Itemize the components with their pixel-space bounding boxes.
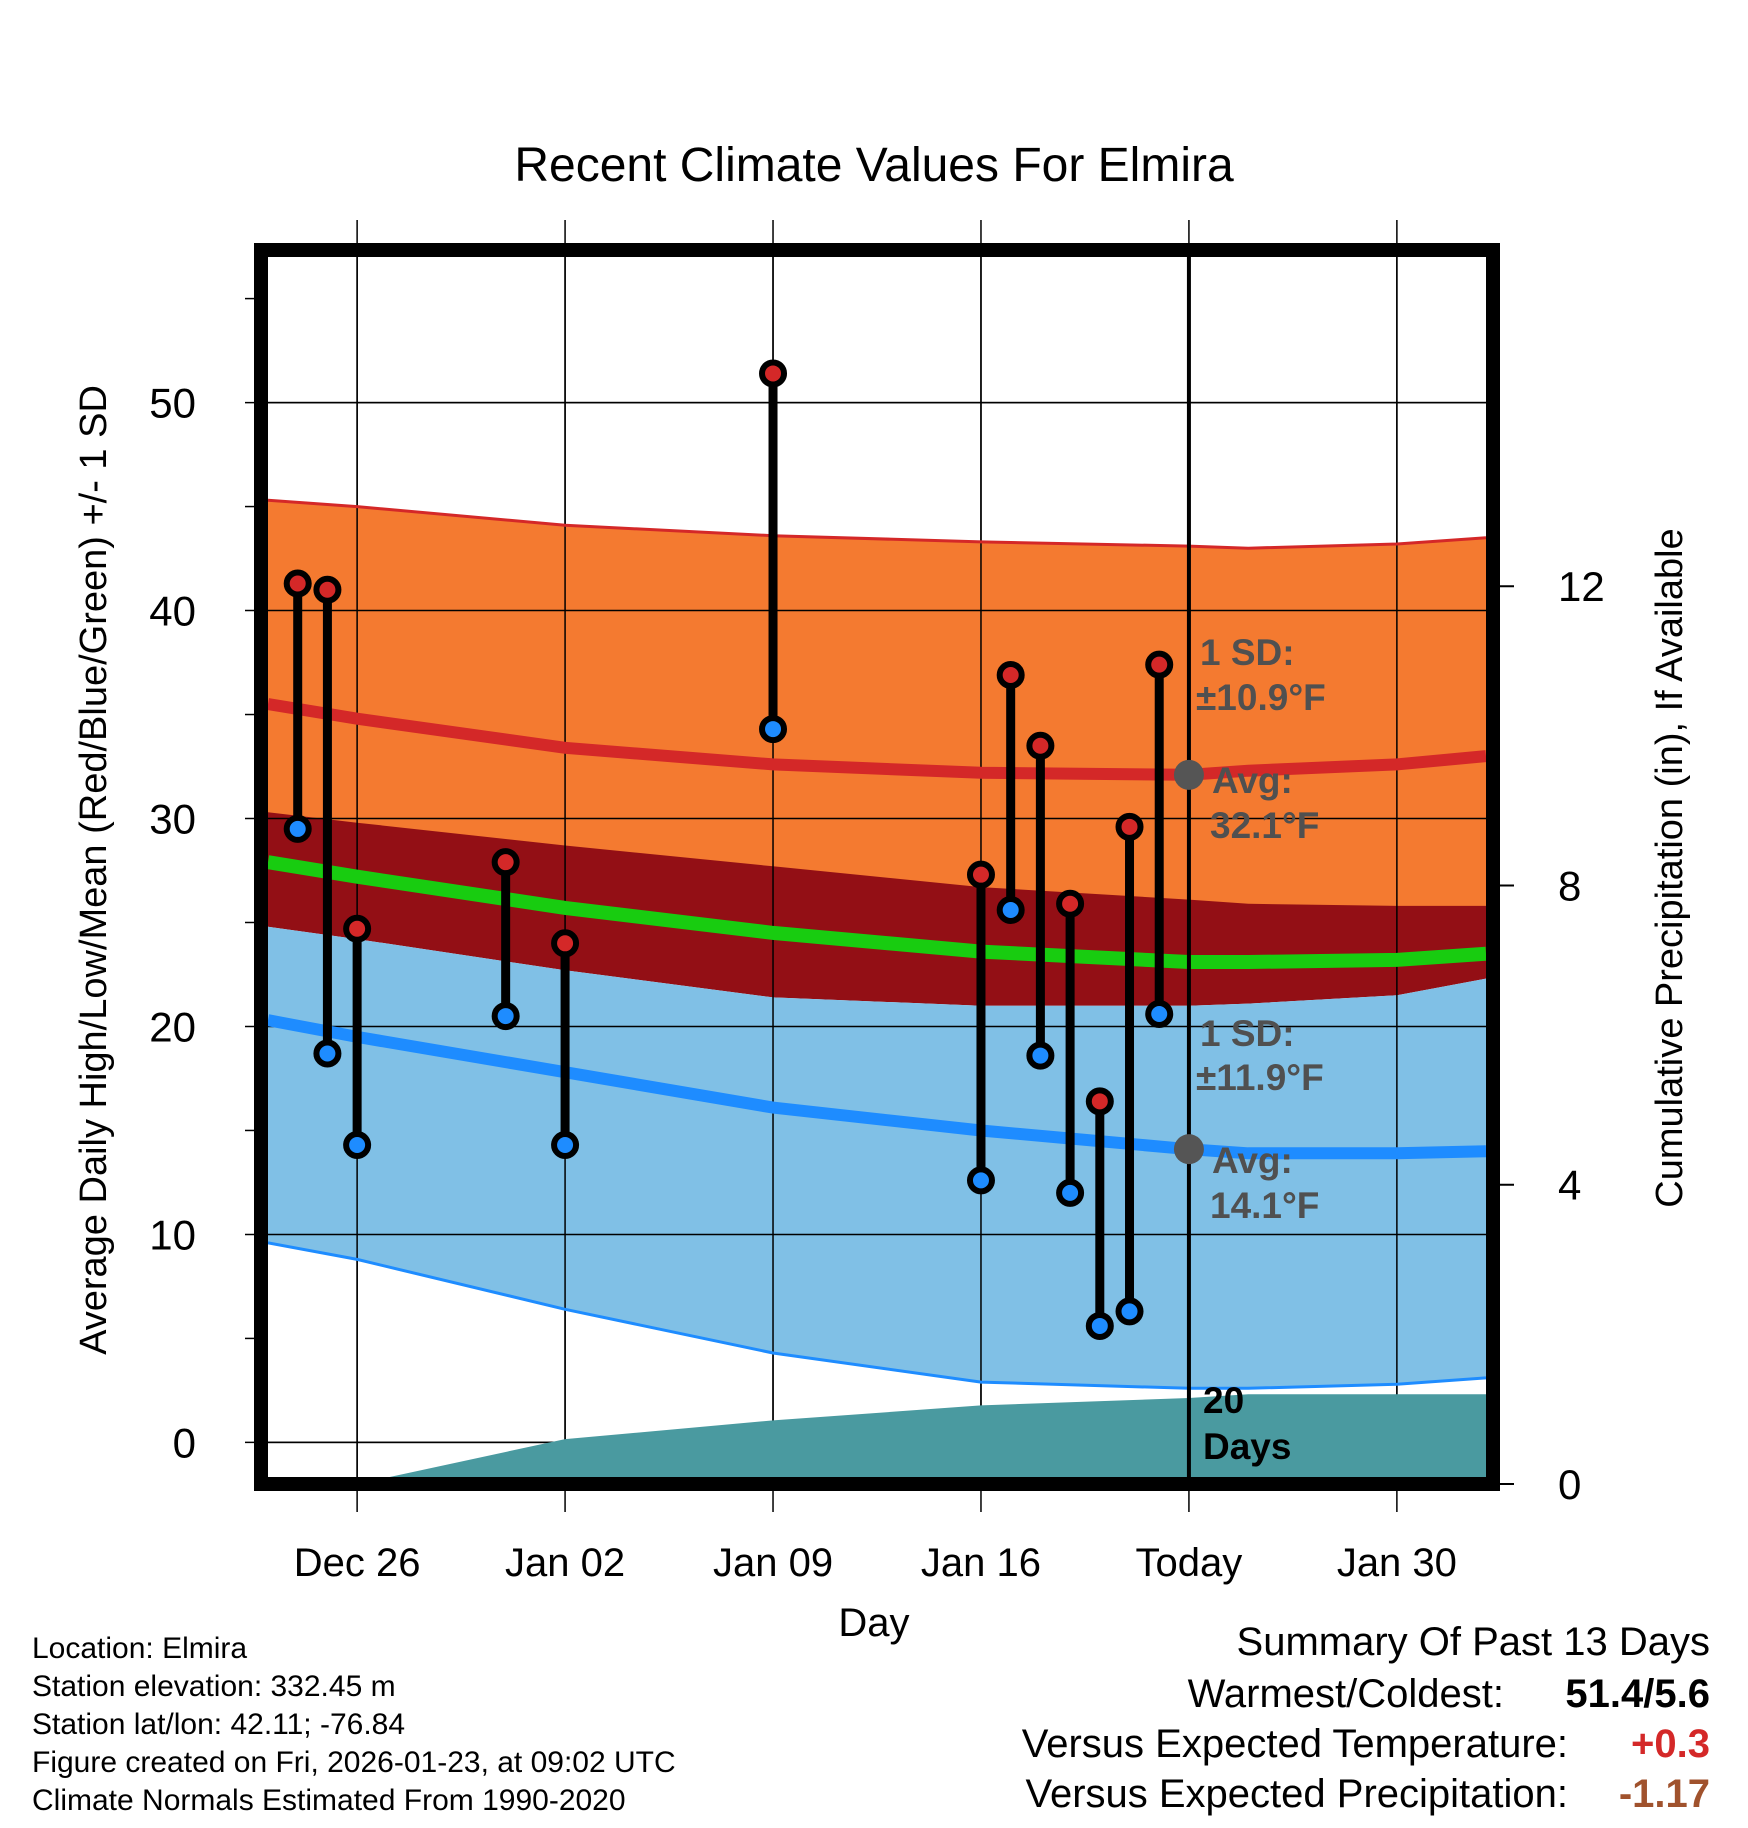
axes: 0 10 20 30 40 50 0 4 8 12 Dec 26 Jan 02 Jan 09 Jan 16… — [149, 297, 1605, 1585]
obs-low-point — [313, 1039, 342, 1068]
obs-high-point — [283, 569, 312, 598]
x-tick-label: Jan 16 — [921, 1541, 1041, 1585]
high-avg-label: Avg: — [1212, 760, 1293, 801]
x-tick-label: Dec 26 — [294, 1541, 421, 1585]
low-sd-band — [268, 926, 1486, 1389]
low-avg-value: 14.1°F — [1210, 1185, 1319, 1226]
y2-tick-label: 12 — [1558, 563, 1605, 610]
plot-frame — [254, 243, 1500, 1491]
x-tick-label: Jan 02 — [505, 1541, 625, 1585]
precip-value: -1.17 — [1618, 1772, 1710, 1816]
obs-high-point — [759, 359, 788, 388]
warm-cold-value: 51.4/5.6 — [1565, 1672, 1710, 1716]
high-line — [268, 698, 1486, 781]
precip-label: Versus Expected Precipitation: — [1025, 1772, 1568, 1816]
obs-low-point — [966, 1166, 995, 1195]
obs-low-point — [759, 715, 788, 744]
info-latlon: Station lat/lon: 42.11; -76.84 — [32, 1708, 406, 1741]
high-sd-value: ±10.9°F — [1196, 677, 1326, 718]
obs-high-point — [313, 575, 342, 604]
x-tick-label: Today — [1136, 1541, 1243, 1585]
obs-low-point — [1115, 1297, 1144, 1326]
warm-cold-label: Warmest/Coldest: — [1187, 1672, 1504, 1716]
obs-low-point — [551, 1131, 580, 1160]
y-tick-label: 40 — [149, 588, 196, 635]
annotations: 1 SD: ±10.9°F Avg: 32.1°F 1 SD: ±11.9°F … — [1173, 257, 1326, 1484]
obs-low-point — [1085, 1311, 1114, 1340]
y2-tick-label: 0 — [1558, 1461, 1581, 1508]
high-sd-band — [268, 500, 1486, 906]
x-tick-label: Jan 09 — [713, 1541, 833, 1585]
chart-title: Recent Climate Values For Elmira — [514, 139, 1234, 192]
temp-value: +0.3 — [1631, 1722, 1710, 1766]
summary-title: Summary Of Past 13 Days — [1236, 1620, 1710, 1664]
y2-axis-label: Cumulative Precipitation (in), If Availa… — [1649, 528, 1691, 1207]
x-axis-label: Day — [838, 1601, 909, 1645]
obs-high-point — [1056, 889, 1085, 918]
temp-label: Versus Expected Temperature: — [1021, 1722, 1568, 1766]
high-sd-label: 1 SD: — [1200, 632, 1295, 673]
observations — [283, 359, 1174, 1340]
y-axis-label: Average Daily High/Low/Mean (Red/Blue/Gr… — [73, 385, 115, 1355]
obs-low-point — [343, 1131, 372, 1160]
info-normals: Climate Normals Estimated From 1990-2020 — [32, 1784, 626, 1817]
obs-low-point — [1026, 1041, 1055, 1070]
obs-low-point — [283, 814, 312, 843]
y-tick-label: 20 — [149, 1003, 196, 1050]
low-sd-label: 1 SD: — [1200, 1013, 1295, 1054]
y-tick-label: 10 — [149, 1211, 196, 1258]
obs-low-point — [996, 896, 1025, 925]
y-tick-label: 30 — [149, 796, 196, 843]
obs-high-point — [1026, 731, 1055, 760]
y-tick-label: 50 — [149, 380, 196, 427]
low-avg-label: Avg: — [1212, 1140, 1293, 1181]
obs-low-point — [1145, 999, 1174, 1028]
obs-low-point — [491, 1002, 520, 1031]
obs-high-point — [1115, 812, 1144, 841]
obs-high-point — [1085, 1087, 1114, 1116]
info-location: Location: Elmira — [32, 1632, 248, 1665]
high-avg-marker — [1173, 759, 1204, 790]
precip-area — [268, 1394, 1486, 1484]
y-tick-label: 0 — [173, 1419, 196, 1466]
low-sd-value: ±11.9°F — [1196, 1057, 1324, 1098]
obs-high-point — [343, 914, 372, 943]
y2-tick-label: 8 — [1558, 862, 1581, 909]
days-count: 20 — [1203, 1380, 1244, 1421]
obs-high-point — [966, 860, 995, 889]
obs-high-point — [996, 661, 1025, 690]
info-created: Figure created on Fri, 2026-01-23, at 09… — [32, 1746, 676, 1779]
y2-tick-label: 4 — [1558, 1162, 1581, 1209]
obs-high-point — [491, 848, 520, 877]
obs-low-point — [1056, 1178, 1085, 1207]
high-upper-edge — [268, 498, 1486, 550]
normal-bands — [268, 257, 1486, 1484]
obs-high-point — [1145, 650, 1174, 679]
obs-high-point — [551, 929, 580, 958]
days-label: Days — [1203, 1426, 1291, 1467]
low-avg-marker — [1173, 1134, 1204, 1165]
high-avg-value: 32.1°F — [1210, 805, 1319, 846]
x-tick-label: Jan 30 — [1337, 1541, 1457, 1585]
info-elevation: Station elevation: 332.45 m — [32, 1670, 396, 1703]
low-lower-edge — [268, 1241, 1486, 1390]
